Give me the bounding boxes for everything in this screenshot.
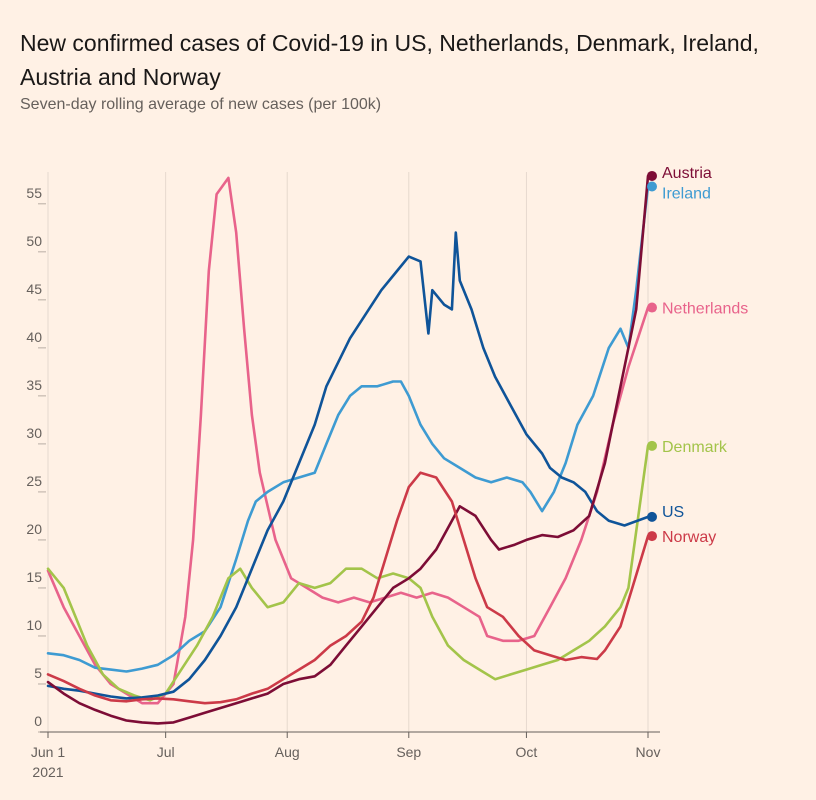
series-label-norway: Norway xyxy=(662,529,716,546)
series-line-us xyxy=(46,231,650,700)
x-tick-label: Jun 1 xyxy=(31,744,65,760)
x-tick-label: Aug xyxy=(275,744,300,760)
series-line-netherlands xyxy=(46,176,650,705)
y-tick-label: 30 xyxy=(26,425,42,441)
series-line-austria xyxy=(46,174,650,725)
x-tick-sublabel: 2021 xyxy=(32,764,63,780)
x-axis: Jun 1 2021 Jul Aug Sep Oct Nov xyxy=(31,731,661,780)
series-label-us: US xyxy=(662,504,684,521)
series-end-dot-netherlands xyxy=(647,302,657,313)
series-line-norway xyxy=(46,471,650,705)
y-tick-label: 55 xyxy=(26,185,42,201)
y-tick-label: 50 xyxy=(26,233,42,249)
x-tick-label: Jul xyxy=(157,744,175,760)
y-tick-label: 0 xyxy=(34,713,42,729)
series-label-ireland: Ireland xyxy=(662,186,711,203)
series-end-dot-austria xyxy=(647,170,657,181)
series-label-austria: Austria xyxy=(662,165,712,182)
chart-title: New confirmed cases of Covid-19 in US, N… xyxy=(20,30,759,90)
y-axis: 0 5 10 15 20 25 30 35 40 45 50 55 xyxy=(26,185,46,733)
y-tick-label: 15 xyxy=(26,569,42,585)
series-end-dot-norway xyxy=(647,531,657,542)
y-tick-label: 10 xyxy=(26,617,42,633)
series-end-dot-ireland xyxy=(647,181,657,192)
y-tick-label: 45 xyxy=(26,281,42,297)
series-labels: Netherlands Ireland Denmark US Austria Norway xyxy=(647,165,748,546)
y-tick-label: 20 xyxy=(26,521,42,537)
series-layer xyxy=(46,174,650,725)
series-label-netherlands: Netherlands xyxy=(662,301,748,318)
y-tick-label: 40 xyxy=(26,329,42,345)
x-tick-label: Sep xyxy=(396,744,421,760)
y-tick-label: 25 xyxy=(26,473,42,489)
series-label-denmark: Denmark xyxy=(662,439,728,456)
x-tick-label: Oct xyxy=(516,744,538,760)
y-tick-label: 5 xyxy=(34,665,42,681)
grid-layer xyxy=(47,172,649,732)
chart-subtitle: Seven-day rolling average of new cases (… xyxy=(20,96,382,113)
x-tick-label: Nov xyxy=(636,744,661,760)
series-end-dot-us xyxy=(647,511,657,522)
y-tick-label: 35 xyxy=(26,377,42,393)
series-end-dot-denmark xyxy=(647,440,657,451)
